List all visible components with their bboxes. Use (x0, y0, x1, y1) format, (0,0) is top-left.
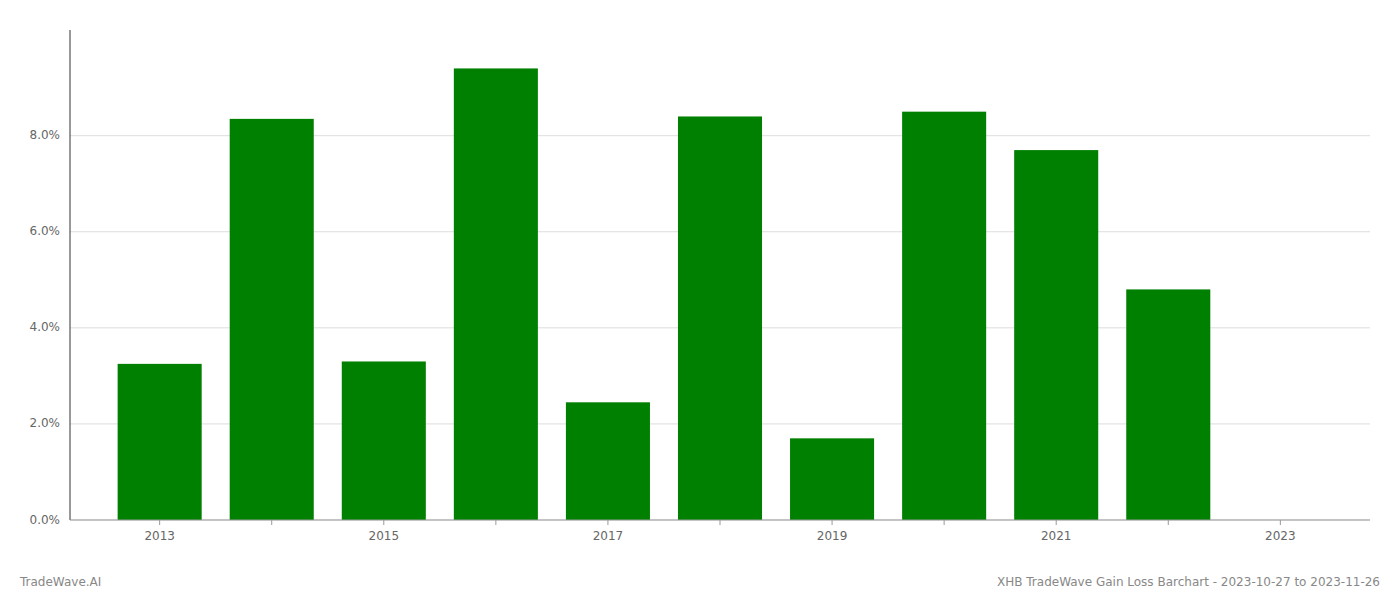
bar (454, 68, 538, 520)
x-axis: 2013 2015 2017 2019 2021 2023 (70, 520, 1370, 543)
footer: TradeWave.AI XHB TradeWave Gain Loss Barc… (19, 575, 1380, 589)
bar (1014, 150, 1098, 520)
chart: 0.0% 2.0% 4.0% 6.0% 8.0% 2013 2015 2017 2019 2021… (0, 0, 1400, 600)
bar (678, 116, 762, 520)
y-tick-label: 6.0% (30, 224, 61, 238)
x-tick-label: 2013 (144, 529, 175, 543)
x-tick (1280, 520, 1281, 525)
x-tick (1056, 520, 1057, 525)
y-tick-label: 4.0% (30, 320, 61, 334)
x-tick-label: 2017 (593, 529, 624, 543)
bar (902, 112, 986, 520)
x-tick-label: 2021 (1041, 529, 1072, 543)
bar (118, 364, 202, 520)
x-tick-label: 2023 (1265, 529, 1296, 543)
y-axis-line (70, 30, 71, 520)
x-tick (383, 520, 384, 525)
y-tick-label: 0.0% (30, 513, 61, 527)
x-tick (495, 520, 496, 525)
x-tick (1168, 520, 1169, 525)
y-tick-label: 2.0% (30, 416, 61, 430)
bar (790, 438, 874, 520)
x-tick (832, 520, 833, 525)
bars (118, 68, 1211, 520)
y-axis: 0.0% 2.0% 4.0% 6.0% 8.0% (30, 30, 71, 527)
bar (342, 361, 426, 520)
bar (566, 402, 650, 520)
footer-text: TradeWave.AI (19, 575, 101, 589)
footer-text: XHB TradeWave Gain Loss Barchart - 2023-… (997, 575, 1380, 589)
x-tick-label: 2019 (817, 529, 848, 543)
x-tick-label: 2015 (369, 529, 400, 543)
x-tick (271, 520, 272, 525)
bar (230, 119, 314, 520)
x-tick (607, 520, 608, 525)
x-tick (720, 520, 721, 525)
x-tick (159, 520, 160, 525)
bar (1126, 289, 1210, 520)
x-tick (944, 520, 945, 525)
y-tick-label: 8.0% (30, 128, 61, 142)
page: {"chart_data": { "type": "bar", "x": [20… (0, 0, 1400, 600)
